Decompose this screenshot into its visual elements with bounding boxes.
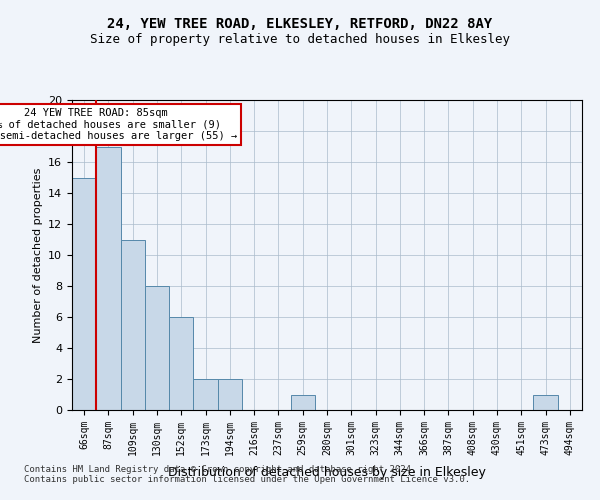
X-axis label: Distribution of detached houses by size in Elkesley: Distribution of detached houses by size … [168, 466, 486, 479]
Y-axis label: Number of detached properties: Number of detached properties [32, 168, 43, 342]
Text: Contains HM Land Registry data © Crown copyright and database right 2024.
Contai: Contains HM Land Registry data © Crown c… [24, 465, 470, 484]
Text: 24, YEW TREE ROAD, ELKESLEY, RETFORD, DN22 8AY: 24, YEW TREE ROAD, ELKESLEY, RETFORD, DN… [107, 18, 493, 32]
Text: Size of property relative to detached houses in Elkesley: Size of property relative to detached ho… [90, 32, 510, 46]
Bar [96, 146, 121, 410]
Bar [218, 379, 242, 410]
Bar [145, 286, 169, 410]
Bar [72, 178, 96, 410]
Bar [121, 240, 145, 410]
Bar [533, 394, 558, 410]
Text: 24 YEW TREE ROAD: 85sqm
← 14% of detached houses are smaller (9)
86% of semi-det: 24 YEW TREE ROAD: 85sqm ← 14% of detache… [0, 108, 237, 141]
Bar [193, 379, 218, 410]
Bar [290, 394, 315, 410]
Bar [169, 317, 193, 410]
